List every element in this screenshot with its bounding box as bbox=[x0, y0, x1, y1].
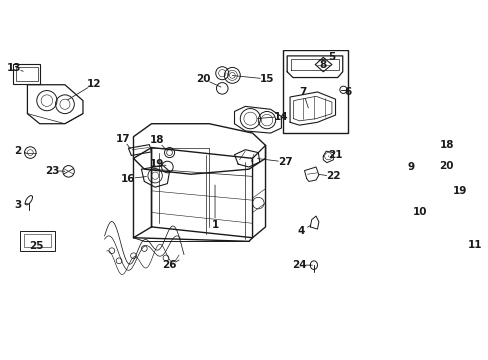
Text: 14: 14 bbox=[274, 112, 288, 122]
Bar bbox=[13, 64, 41, 84]
Text: 18: 18 bbox=[439, 140, 454, 150]
Text: 3: 3 bbox=[14, 200, 21, 210]
Text: 25: 25 bbox=[29, 242, 43, 251]
Text: 5: 5 bbox=[327, 52, 335, 62]
Text: 6: 6 bbox=[344, 87, 351, 97]
Text: 10: 10 bbox=[412, 207, 427, 217]
Bar bbox=[282, 50, 347, 133]
Bar bbox=[24, 234, 51, 247]
Text: 20: 20 bbox=[438, 161, 452, 171]
Text: 21: 21 bbox=[327, 150, 342, 160]
Text: 13: 13 bbox=[7, 63, 21, 73]
Text: 4: 4 bbox=[297, 225, 305, 235]
Text: 11: 11 bbox=[467, 240, 481, 250]
Text: 9: 9 bbox=[407, 162, 414, 172]
Bar bbox=[16, 67, 38, 81]
Text: 26: 26 bbox=[162, 260, 177, 270]
Text: 23: 23 bbox=[44, 166, 59, 176]
Text: 27: 27 bbox=[277, 157, 292, 167]
Text: 20: 20 bbox=[196, 74, 210, 84]
Text: 7: 7 bbox=[299, 87, 306, 97]
Text: 18: 18 bbox=[150, 135, 164, 145]
Bar bbox=[20, 230, 55, 251]
Text: 17: 17 bbox=[115, 134, 130, 144]
Text: 16: 16 bbox=[121, 174, 135, 184]
Text: 12: 12 bbox=[86, 79, 101, 89]
Text: 8: 8 bbox=[319, 59, 326, 69]
Text: 19: 19 bbox=[452, 186, 467, 196]
Text: 1: 1 bbox=[211, 220, 218, 230]
Text: 19: 19 bbox=[150, 159, 164, 169]
Text: 24: 24 bbox=[291, 260, 306, 270]
Text: 15: 15 bbox=[259, 74, 274, 84]
Text: 22: 22 bbox=[325, 171, 340, 181]
Text: 2: 2 bbox=[14, 146, 21, 156]
